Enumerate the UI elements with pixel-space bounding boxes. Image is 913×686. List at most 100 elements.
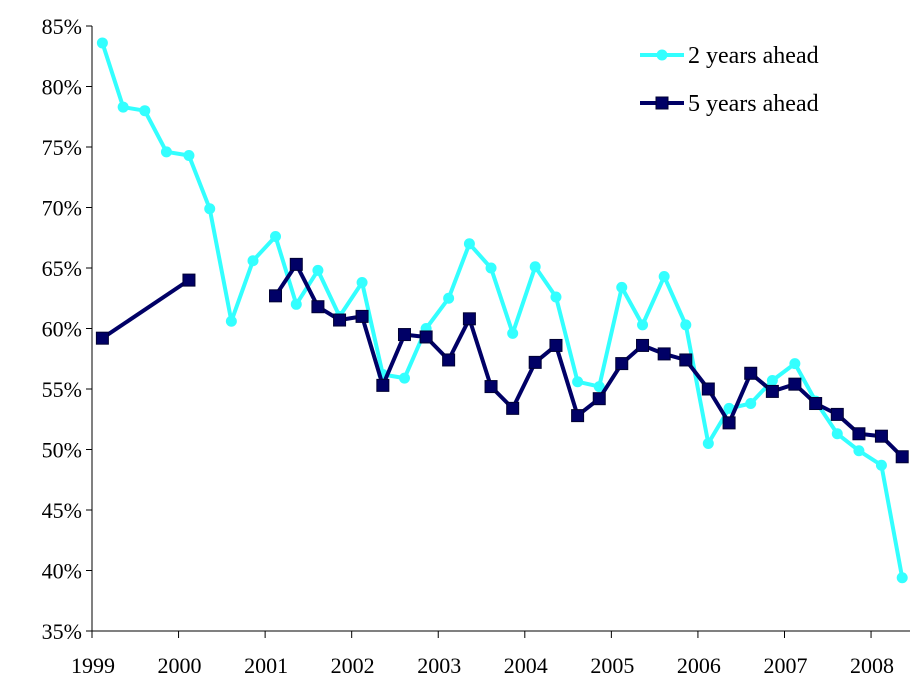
data-point bbox=[355, 309, 369, 323]
series-line bbox=[273, 262, 904, 459]
data-point bbox=[679, 353, 693, 367]
data-point bbox=[896, 572, 908, 584]
x-tick-label: 2001 bbox=[244, 653, 288, 678]
series-5-years-ahead bbox=[95, 257, 909, 464]
data-point bbox=[506, 401, 520, 415]
data-point bbox=[571, 409, 585, 423]
data-point bbox=[398, 372, 410, 384]
series-line bbox=[101, 278, 191, 340]
legend-item-2-years-ahead: 2 years ahead bbox=[640, 43, 819, 69]
data-point bbox=[139, 105, 151, 117]
y-tick-label: 60% bbox=[42, 317, 82, 342]
x-tick-label: 2004 bbox=[504, 653, 548, 678]
data-point bbox=[485, 262, 497, 274]
y-tick-label: 50% bbox=[42, 438, 82, 463]
data-point bbox=[463, 238, 475, 250]
chart-series bbox=[95, 37, 909, 584]
data-point bbox=[529, 261, 541, 273]
y-tick-label: 65% bbox=[42, 256, 82, 281]
y-tick-label: 75% bbox=[42, 135, 82, 160]
data-point bbox=[419, 330, 433, 344]
data-point bbox=[95, 331, 109, 345]
data-point bbox=[616, 281, 628, 293]
data-point bbox=[333, 313, 347, 327]
data-point bbox=[722, 416, 736, 430]
y-tick-label: 55% bbox=[42, 377, 82, 402]
data-point bbox=[637, 319, 649, 331]
x-tick-label: 2002 bbox=[331, 653, 375, 678]
data-point bbox=[875, 459, 887, 471]
data-point bbox=[702, 437, 714, 449]
y-tick-label: 85% bbox=[42, 14, 82, 39]
data-point bbox=[397, 328, 411, 342]
chart-axes: 85% 80% 75% 70% 65% 60% 55% 50% 45% 40% 35% 1999 200… bbox=[42, 14, 910, 678]
legend-label: 2 years ahead bbox=[688, 43, 819, 69]
data-point bbox=[592, 392, 606, 406]
x-tick-label: 2008 bbox=[850, 653, 894, 678]
data-point bbox=[443, 292, 455, 304]
data-point bbox=[290, 298, 302, 310]
data-point bbox=[831, 428, 843, 440]
data-point bbox=[615, 357, 629, 371]
series-2-years-ahead bbox=[96, 37, 908, 584]
data-point bbox=[744, 366, 758, 380]
data-point bbox=[723, 402, 735, 414]
data-point bbox=[269, 289, 283, 303]
data-point bbox=[593, 381, 605, 393]
series-line bbox=[100, 42, 905, 579]
data-point bbox=[376, 378, 390, 392]
y-tick-label: 80% bbox=[42, 75, 82, 100]
legend-marker bbox=[655, 96, 669, 110]
data-point bbox=[160, 146, 172, 158]
y-tick-label: 40% bbox=[42, 559, 82, 584]
data-point bbox=[484, 380, 498, 394]
x-tick-label: 2000 bbox=[158, 653, 202, 678]
y-tick-label: 70% bbox=[42, 196, 82, 221]
x-tick-label: 1999 bbox=[71, 653, 115, 678]
data-point bbox=[183, 149, 195, 161]
data-point bbox=[356, 277, 368, 289]
data-point bbox=[572, 376, 584, 388]
data-point bbox=[442, 353, 456, 367]
y-tick-label: 35% bbox=[42, 619, 82, 644]
data-point bbox=[636, 338, 650, 352]
legend-marker bbox=[656, 49, 668, 61]
data-point bbox=[853, 445, 865, 457]
data-point bbox=[680, 319, 692, 331]
x-tick-label: 2003 bbox=[417, 653, 461, 678]
x-tick-label: 2007 bbox=[763, 653, 807, 678]
data-point bbox=[225, 315, 237, 327]
data-point bbox=[830, 407, 844, 421]
data-point bbox=[311, 300, 325, 314]
data-point bbox=[657, 347, 671, 361]
data-point bbox=[765, 384, 779, 398]
chart-legend: 2 years ahead 5 years ahead bbox=[640, 43, 819, 117]
data-point bbox=[462, 312, 476, 326]
data-point bbox=[528, 355, 542, 369]
data-point bbox=[204, 203, 216, 215]
legend-label: 5 years ahead bbox=[688, 91, 819, 117]
x-tick-label: 2006 bbox=[677, 653, 721, 678]
data-point bbox=[766, 375, 778, 387]
data-point bbox=[507, 327, 519, 339]
data-point bbox=[895, 450, 909, 464]
data-point bbox=[658, 270, 670, 282]
y-tick-label: 45% bbox=[42, 498, 82, 523]
data-point bbox=[745, 398, 757, 410]
data-point bbox=[117, 101, 129, 113]
x-tick-label: 2005 bbox=[590, 653, 634, 678]
data-point bbox=[809, 397, 823, 411]
data-point bbox=[701, 382, 715, 396]
legend-item-5-years-ahead: 5 years ahead bbox=[640, 91, 819, 117]
data-point bbox=[549, 338, 563, 352]
data-point bbox=[289, 257, 303, 271]
data-point bbox=[874, 429, 888, 443]
data-point bbox=[789, 358, 801, 370]
data-point bbox=[312, 264, 324, 276]
data-point bbox=[788, 377, 802, 391]
data-point bbox=[852, 427, 866, 441]
data-point bbox=[96, 37, 108, 49]
data-point bbox=[247, 255, 259, 267]
data-point bbox=[182, 273, 196, 287]
